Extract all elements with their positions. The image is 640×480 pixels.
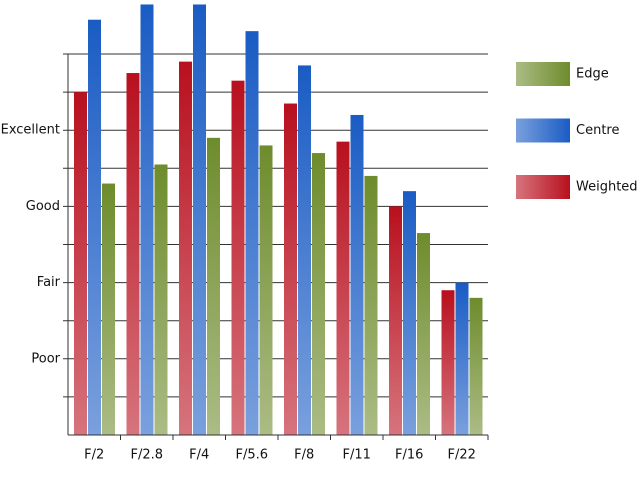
bar: [140, 4, 154, 435]
bar: [126, 73, 140, 436]
bar: [389, 206, 402, 435]
x-tick-label: F/4: [189, 448, 209, 463]
x-tick-label: F/22: [448, 448, 476, 463]
x-tick-label: F/16: [395, 448, 423, 463]
x-tick-label: F/11: [343, 448, 371, 463]
bar: [102, 183, 115, 435]
y-tick-label: Poor: [31, 351, 60, 366]
bar: [154, 164, 168, 436]
legend-label: Centre: [576, 123, 619, 138]
y-tick-label: Excellent: [1, 123, 60, 138]
x-tick-label: F/5.6: [235, 448, 268, 463]
bar: [469, 297, 483, 435]
bar: [455, 282, 469, 435]
bar: [312, 153, 325, 435]
bar: [207, 137, 220, 435]
legend-swatch: [516, 175, 570, 199]
y-tick-label: Good: [26, 199, 60, 214]
legend-label: Edge: [576, 67, 609, 82]
bar: [245, 31, 259, 435]
x-tick-label: F/8: [294, 448, 314, 463]
bar: [74, 92, 87, 435]
y-tick-label: Fair: [37, 275, 61, 290]
legend-label: Weighted: [576, 180, 638, 195]
bar: [336, 141, 350, 435]
legend-swatch: [516, 118, 570, 143]
bar: [231, 80, 245, 436]
bar: [417, 233, 430, 435]
x-tick-label: F/2: [84, 448, 104, 463]
bar: [441, 290, 455, 435]
bar: [259, 145, 273, 435]
bar: [364, 175, 378, 436]
legend-swatch: [516, 62, 570, 86]
bar: [403, 191, 416, 435]
x-tick-label: F/2.8: [130, 448, 163, 463]
bar: [284, 103, 297, 435]
bar: [193, 4, 206, 435]
bar: [88, 19, 101, 436]
bar: [179, 61, 192, 436]
bar: [350, 114, 364, 436]
bar: [298, 65, 311, 436]
